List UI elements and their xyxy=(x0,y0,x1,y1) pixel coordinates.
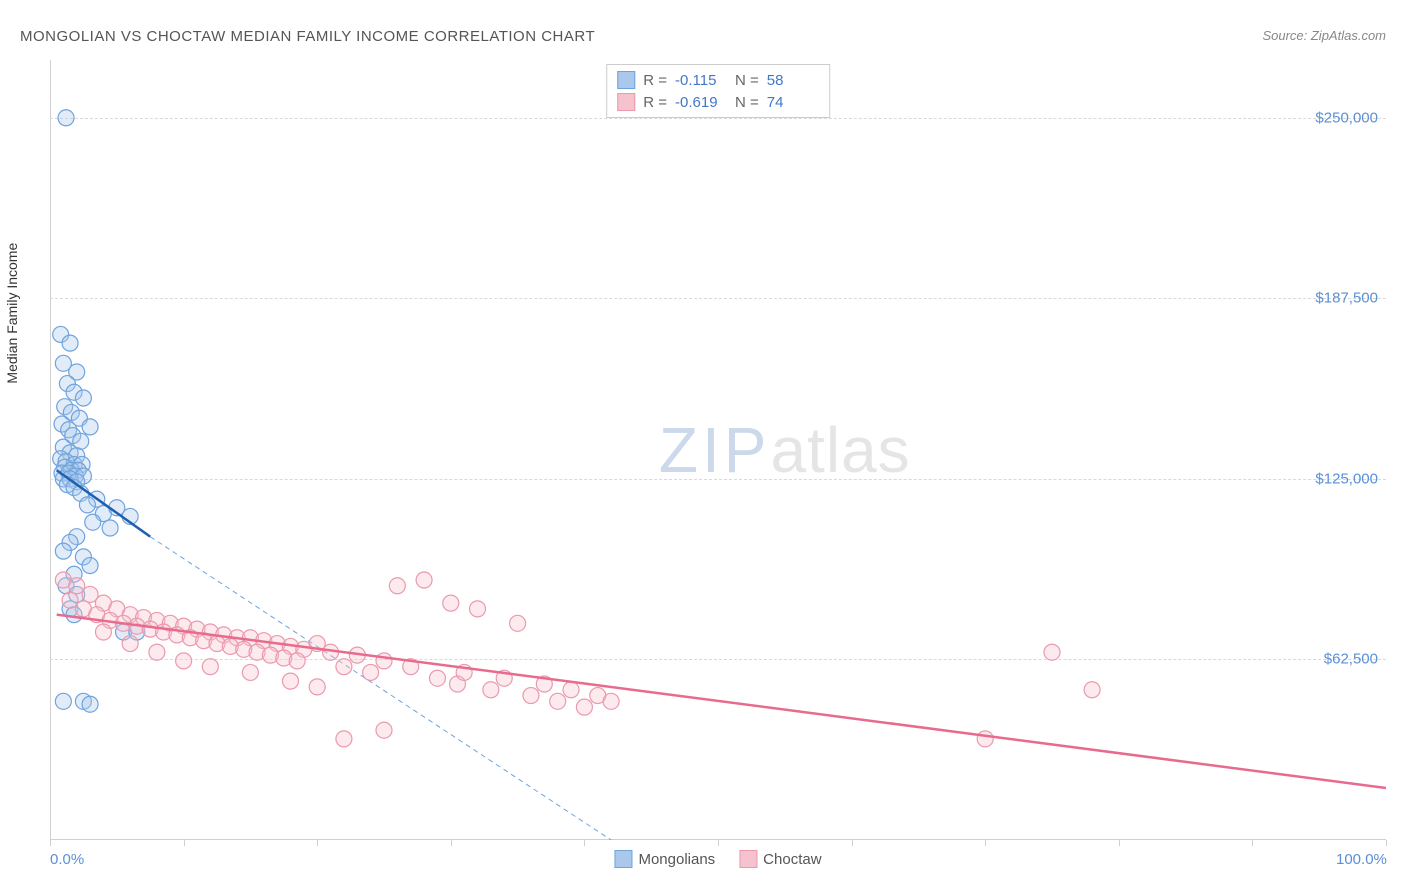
source-attribution: Source: ZipAtlas.com xyxy=(1262,28,1386,43)
scatter-point xyxy=(429,670,445,686)
scatter-plot-svg xyxy=(50,60,1386,840)
scatter-point xyxy=(389,578,405,594)
scatter-point xyxy=(376,722,392,738)
legend-row-mongolians: R = -0.115 N = 58 xyxy=(617,69,819,91)
r-value-mongolians: -0.115 xyxy=(675,72,727,89)
legend-swatch xyxy=(739,850,757,868)
n-value-mongolians: 58 xyxy=(767,72,819,89)
x-tick xyxy=(50,840,51,846)
scatter-point xyxy=(82,696,98,712)
scatter-point xyxy=(102,520,118,536)
r-value-choctaw: -0.619 xyxy=(675,94,727,111)
x-tick xyxy=(1386,840,1387,846)
x-tick xyxy=(1252,840,1253,846)
scatter-point xyxy=(176,653,192,669)
scatter-point xyxy=(289,653,305,669)
x-tick xyxy=(451,840,452,846)
scatter-point xyxy=(510,615,526,631)
legend-label: Choctaw xyxy=(763,851,821,868)
scatter-point xyxy=(363,664,379,680)
legend-swatch xyxy=(614,850,632,868)
scatter-point xyxy=(282,673,298,689)
legend-series: Mongolians Choctaw xyxy=(614,850,821,868)
scatter-point xyxy=(336,659,352,675)
scatter-point xyxy=(85,514,101,530)
scatter-point xyxy=(1084,682,1100,698)
scatter-point xyxy=(603,693,619,709)
legend-item: Choctaw xyxy=(739,850,821,868)
scatter-point xyxy=(58,110,74,126)
scatter-point xyxy=(149,644,165,660)
legend-row-choctaw: R = -0.619 N = 74 xyxy=(617,91,819,113)
scatter-point xyxy=(470,601,486,617)
scatter-point xyxy=(550,693,566,709)
scatter-point xyxy=(202,659,218,675)
x-tick xyxy=(852,840,853,846)
x-tick xyxy=(985,840,986,846)
scatter-point xyxy=(309,679,325,695)
scatter-point xyxy=(576,699,592,715)
x-tick xyxy=(1119,840,1120,846)
scatter-point xyxy=(563,682,579,698)
x-tick xyxy=(184,840,185,846)
chart-container: MONGOLIAN VS CHOCTAW MEDIAN FAMILY INCOM… xyxy=(0,0,1406,892)
x-tick-label: 0.0% xyxy=(50,851,84,868)
scatter-point xyxy=(82,419,98,435)
legend-label: Mongolians xyxy=(638,851,715,868)
scatter-point xyxy=(523,688,539,704)
x-tick-label: 100.0% xyxy=(1336,851,1387,868)
scatter-point xyxy=(62,335,78,351)
x-tick xyxy=(584,840,585,846)
legend-correlation-stats: R = -0.115 N = 58 R = -0.619 N = 74 xyxy=(606,64,830,118)
scatter-point xyxy=(79,497,95,513)
scatter-point xyxy=(122,636,138,652)
legend-swatch-mongolians xyxy=(617,71,635,89)
scatter-point xyxy=(75,390,91,406)
plot-area: ZIPatlas R = -0.115 N = 58 R = -0.619 N … xyxy=(50,60,1386,840)
n-label: N = xyxy=(735,72,759,89)
r-label: R = xyxy=(643,72,667,89)
trend-line-solid xyxy=(57,615,1386,788)
x-tick xyxy=(317,840,318,846)
scatter-point xyxy=(1044,644,1060,660)
legend-item: Mongolians xyxy=(614,850,715,868)
scatter-point xyxy=(443,595,459,611)
y-axis-label: Median Family Income xyxy=(4,243,20,384)
scatter-point xyxy=(416,572,432,588)
scatter-point xyxy=(483,682,499,698)
scatter-point xyxy=(55,543,71,559)
legend-swatch-choctaw xyxy=(617,93,635,111)
chart-title: MONGOLIAN VS CHOCTAW MEDIAN FAMILY INCOM… xyxy=(20,28,595,45)
scatter-point xyxy=(55,693,71,709)
r-label: R = xyxy=(643,94,667,111)
scatter-point xyxy=(82,558,98,574)
x-tick xyxy=(718,840,719,846)
scatter-point xyxy=(376,653,392,669)
scatter-point xyxy=(242,664,258,680)
scatter-point xyxy=(95,624,111,640)
scatter-point xyxy=(977,731,993,747)
n-value-choctaw: 74 xyxy=(767,94,819,111)
n-label: N = xyxy=(735,94,759,111)
scatter-point xyxy=(336,731,352,747)
